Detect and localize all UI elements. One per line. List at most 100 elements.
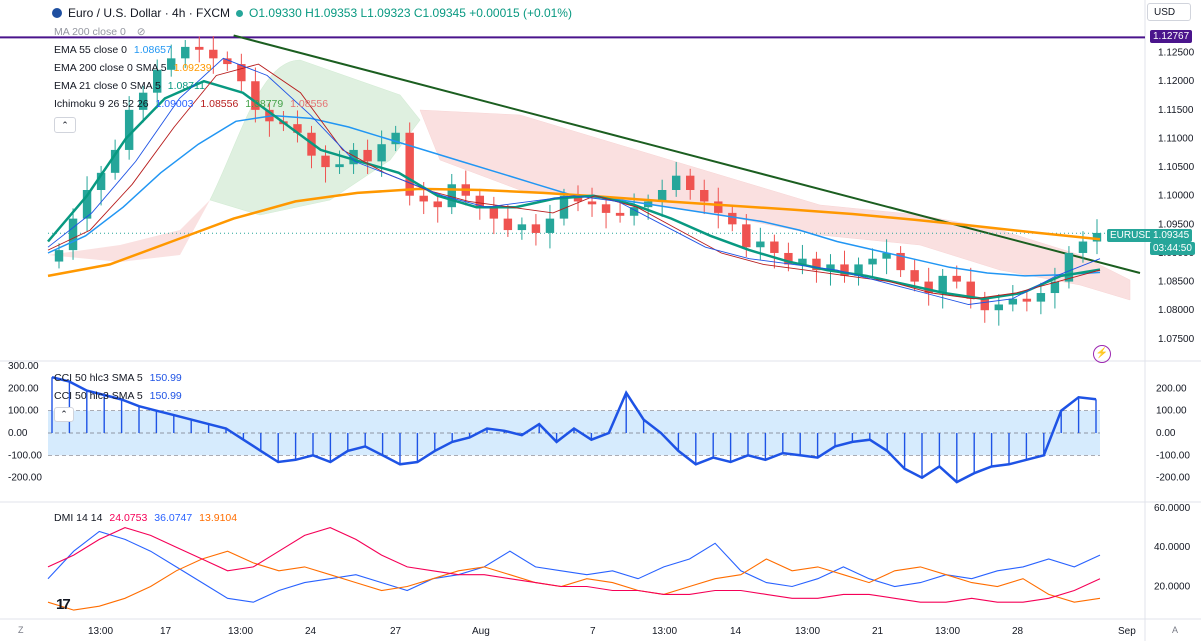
- cci-tick-label-right: 0.00: [1156, 428, 1176, 439]
- tradingview-logo: 17: [56, 596, 71, 613]
- dmi-minus-line: [47, 550, 1101, 611]
- dmi-value-3: 13.9104: [199, 512, 238, 524]
- cci-label-2: CCI 50 hlc3 SMA 5: [54, 390, 143, 402]
- dmi-value-1: 24.0753: [109, 512, 148, 524]
- candle-body: [335, 164, 344, 168]
- candle-body: [181, 46, 190, 59]
- collapse-cci-legend-button[interactable]: ⌃: [54, 407, 74, 422]
- x-tick-label: 28: [1012, 626, 1024, 637]
- ichimoku-value-2: 1.08556: [200, 98, 239, 110]
- legend-ichimoku[interactable]: Ichimoku 9 26 52 26 1.09003 1.08556 1.08…: [54, 98, 328, 110]
- x-tick-label: 13:00: [795, 626, 821, 637]
- auto-scale-button[interactable]: A: [1172, 625, 1179, 635]
- ema21-value: 1.08711: [167, 80, 205, 92]
- countdown-tag: 03:44:50: [1150, 242, 1195, 255]
- candle-body: [770, 241, 779, 253]
- legend-cci-2[interactable]: CCI 50 hlc3 SMA 5 150.99: [54, 390, 182, 402]
- candle-body: [1092, 232, 1102, 242]
- candle-body: [924, 281, 933, 294]
- candle-body: [910, 270, 919, 282]
- ema21-line: [47, 79, 1101, 301]
- cci-label-1: CCI 50 hlc3 SMA 5: [54, 372, 143, 384]
- candle-body: [798, 258, 807, 265]
- dmi-plus-line: [47, 530, 1101, 603]
- candle-body: [812, 258, 821, 271]
- price-tick-label: 1.11000: [1158, 133, 1194, 144]
- dmi-label: DMI 14 14: [54, 512, 103, 524]
- candle-body: [138, 92, 148, 110]
- legend-ma200[interactable]: MA 200 close 0 ⊘: [54, 26, 146, 38]
- candle-body: [840, 264, 849, 276]
- candle-body: [545, 218, 555, 233]
- candle-body: [96, 172, 106, 190]
- x-tick-label: 13:00: [935, 626, 961, 637]
- x-tick-label: 13:00: [228, 626, 254, 637]
- candle-body: [938, 275, 947, 294]
- candle-body: [237, 64, 246, 82]
- ohlc-values: O1.09330 H1.09353 L1.09323 C1.09345 +0.0…: [249, 6, 572, 20]
- candle-body: [1078, 241, 1088, 253]
- candle-body: [167, 58, 176, 70]
- candle-body: [152, 69, 162, 93]
- x-tick-label: 24: [305, 626, 317, 637]
- x-tick-label: 7: [590, 626, 596, 637]
- ichimoku-value-3: 1.08779: [245, 98, 284, 110]
- candle-body: [854, 264, 863, 276]
- symbol-title[interactable]: Euro / U.S. Dollar · 4h · FXCM: [68, 6, 231, 20]
- candle-body: [517, 224, 527, 231]
- price-tick-label: 1.08500: [1158, 277, 1195, 288]
- ema200-value: 1.09239: [173, 62, 212, 74]
- price-tick-label: 1.10500: [1158, 162, 1195, 173]
- price-tick-label: 1.10000: [1158, 191, 1195, 202]
- dmi-tick-label: 40.0000: [1154, 542, 1191, 553]
- candle-body: [195, 46, 204, 50]
- candle-body: [54, 250, 64, 262]
- x-tick-label: Aug: [472, 626, 490, 637]
- dmi-tick-label: 20.0000: [1154, 582, 1191, 593]
- price-tick-label: 1.12000: [1158, 76, 1195, 87]
- legend-ema21[interactable]: EMA 21 close 0 SMA 5 1.08711: [54, 80, 205, 92]
- candle-body: [405, 132, 414, 196]
- candle-body: [391, 132, 400, 145]
- symbol-tag: EURUSD: [1107, 229, 1156, 242]
- adx-line: [47, 527, 1101, 603]
- candle-body: [671, 175, 681, 190]
- candle-body: [251, 81, 260, 110]
- cci-tick-label-right: 200.00: [1156, 383, 1187, 394]
- cci-value-2: 150.99: [149, 390, 182, 402]
- currency-label: USD: [1154, 6, 1176, 18]
- candle-body: [629, 207, 639, 216]
- currency-selector[interactable]: USD: [1147, 3, 1191, 21]
- ichimoku-label: Ichimoku 9 26 52 26: [54, 98, 149, 110]
- collapse-legend-button[interactable]: ⌃: [54, 117, 76, 133]
- legend-ema200[interactable]: EMA 200 close 0 SMA 5 1.09239: [54, 62, 212, 74]
- candle-body: [363, 149, 372, 162]
- candle-body: [475, 195, 485, 208]
- ichimoku-value-1: 1.09003: [155, 98, 194, 110]
- legend-cci-1[interactable]: CCI 50 hlc3 SMA 5 150.99: [54, 372, 182, 384]
- x-tick-label: Sep: [1118, 626, 1136, 637]
- zoom-reset-button[interactable]: Z: [18, 625, 24, 635]
- euro-flag-icon: [52, 8, 62, 18]
- candle-body: [980, 298, 989, 311]
- cci-tick-label-left: -200.00: [8, 473, 42, 484]
- candle-body: [573, 195, 583, 202]
- candle-body: [110, 149, 120, 173]
- ichimoku-cloud-bearish: [48, 200, 210, 262]
- cci-tick-label-right: -200.00: [1156, 473, 1190, 484]
- legend-dmi[interactable]: DMI 14 14 24.0753 36.0747 13.9104: [54, 512, 237, 524]
- price-tick-label: 1.12500: [1158, 48, 1195, 59]
- candle-body: [293, 124, 302, 133]
- hidden-eye-icon[interactable]: ⊘: [136, 26, 146, 38]
- candle-body: [1008, 298, 1018, 305]
- dmi-value-2: 36.0747: [154, 512, 193, 524]
- legend-ema55[interactable]: EMA 55 close 0 1.08657: [54, 44, 172, 56]
- ichimoku-value-4: 1.08556: [290, 98, 329, 110]
- price-tick-label: 1.07500: [1158, 334, 1195, 345]
- candle-body: [784, 252, 793, 265]
- lightning-icon[interactable]: ⚡: [1093, 345, 1111, 363]
- candle-body: [686, 175, 695, 190]
- cci-tick-label-left: 0.00: [8, 428, 28, 439]
- price-tick-label: 1.09500: [1158, 219, 1195, 230]
